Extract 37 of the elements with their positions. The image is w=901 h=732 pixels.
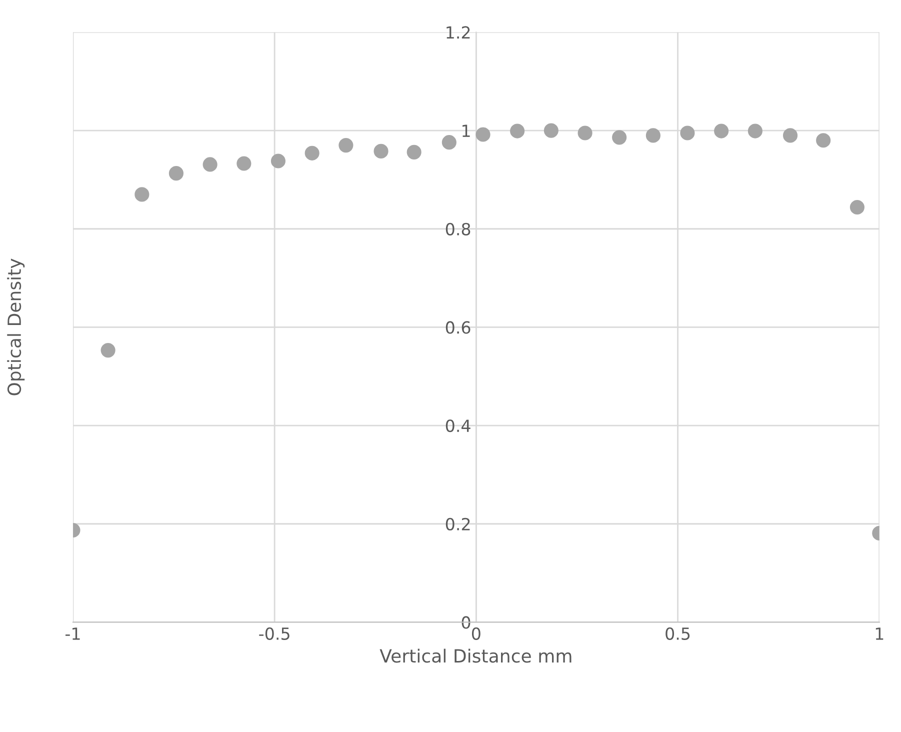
- y-tick-label: 0: [462, 616, 470, 629]
- point: [202, 157, 218, 172]
- point: [100, 343, 116, 358]
- y-tick-label: 0.6: [446, 321, 470, 334]
- point: [782, 128, 798, 143]
- point: [134, 187, 150, 202]
- y-tick-label: 0.4: [446, 420, 470, 432]
- point: [646, 128, 660, 143]
- point: [850, 200, 864, 215]
- point: [680, 126, 695, 140]
- y-tick-label: 1.2: [446, 26, 470, 39]
- point: [714, 124, 729, 138]
- point: [168, 166, 184, 181]
- point: [578, 126, 592, 140]
- x-tick-label: -1: [65, 628, 80, 640]
- point: [374, 144, 388, 158]
- point: [406, 144, 422, 160]
- y-tick-label: 0.8: [446, 222, 470, 236]
- point: [304, 146, 320, 160]
- x-tick-label: 1: [876, 628, 884, 640]
- point: [476, 127, 490, 142]
- point: [612, 130, 627, 145]
- y-axis-title: Optical Density: [7, 258, 25, 396]
- point: [816, 133, 831, 148]
- point: [442, 135, 456, 150]
- y-tick-label: 1: [462, 124, 470, 137]
- point: [748, 124, 762, 138]
- x-tick-label: 0: [472, 627, 480, 640]
- y-tick-label: 0.2: [446, 518, 470, 530]
- point: [270, 154, 286, 168]
- point: [544, 123, 558, 138]
- x-tick-label: 0.5: [666, 627, 690, 640]
- point: [236, 156, 252, 171]
- point: [338, 138, 354, 153]
- point: [510, 124, 525, 138]
- x-tick-label: -0.5: [259, 627, 290, 640]
- x-axis-title: Vertical Distance mm: [380, 648, 572, 663]
